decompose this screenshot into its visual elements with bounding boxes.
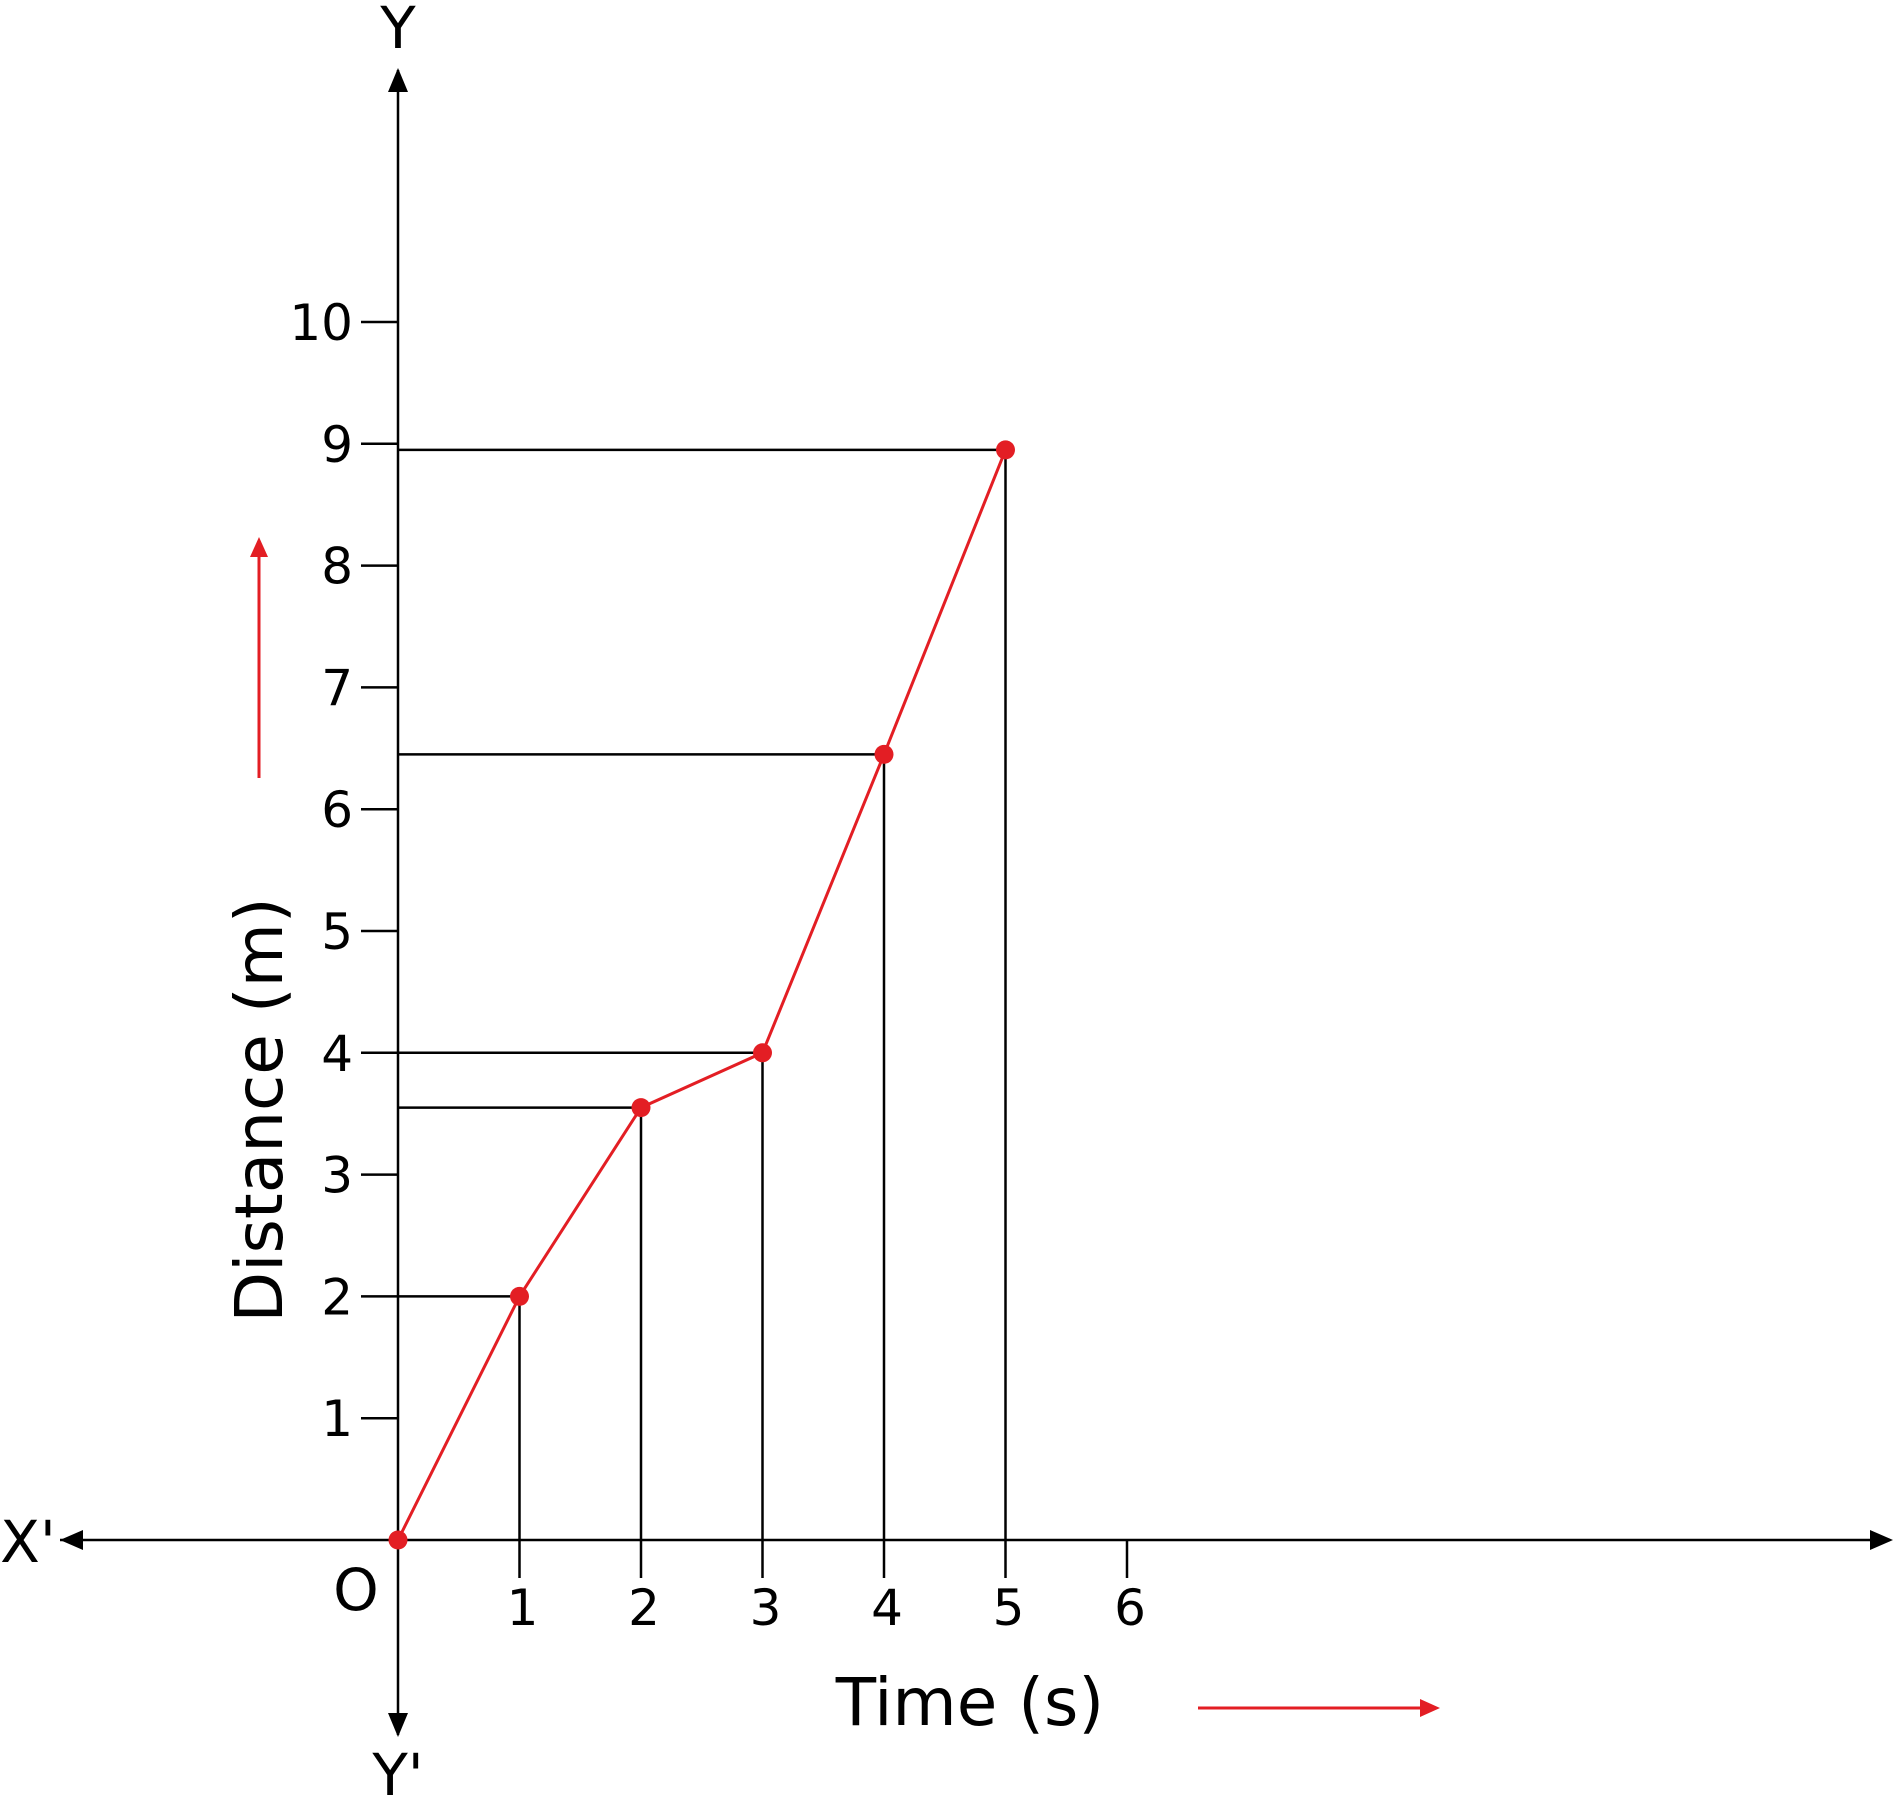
- x-axis-neg-label: X': [0, 1508, 56, 1576]
- y-ticks: 1 2 3 4 5 6 7 8 9 10: [289, 294, 398, 1448]
- data-point: [874, 744, 894, 764]
- y-tick-label: 10: [289, 294, 353, 352]
- y-tick-label: 3: [321, 1147, 353, 1205]
- x-direction-arrow-head: [1420, 1699, 1440, 1717]
- y-direction-arrow-head: [250, 537, 268, 557]
- data-points: [388, 440, 1015, 1550]
- origin-label: O: [333, 1556, 379, 1624]
- x-tick-label: 3: [750, 1579, 782, 1637]
- x-tick-label: 4: [871, 1579, 903, 1637]
- y-axis-arrow-up: [388, 68, 408, 92]
- y-axis-title: Distance (m): [221, 897, 298, 1322]
- x-tick-label: 1: [507, 1579, 539, 1637]
- y-tick-label: 4: [321, 1025, 353, 1083]
- y-axis-arrow-down: [388, 1713, 408, 1737]
- data-point: [753, 1043, 772, 1063]
- x-axis-arrow-right: [1870, 1530, 1893, 1550]
- x-axis-title: Time (s): [835, 1664, 1104, 1741]
- data-point: [996, 440, 1015, 460]
- y-tick-label: 2: [321, 1268, 353, 1326]
- y-tick-label: 1: [321, 1390, 353, 1448]
- y-tick-label: 7: [321, 659, 353, 717]
- y-tick-label: 5: [321, 903, 353, 961]
- guide-lines: [398, 448, 1007, 1540]
- x-ticks: 1 2 3 4 5 6: [507, 1540, 1146, 1637]
- y-tick-label: 9: [321, 416, 353, 474]
- x-axis-arrow-left: [60, 1530, 83, 1550]
- y-tick-label: 8: [321, 538, 353, 596]
- y-axis-end-label: Y: [379, 0, 416, 62]
- data-point: [388, 1530, 408, 1550]
- y-tick-label: 6: [321, 781, 353, 839]
- y-axis-neg-label: Y': [371, 1741, 423, 1800]
- x-tick-label: 5: [993, 1579, 1025, 1637]
- x-tick-label: 6: [1114, 1579, 1146, 1637]
- x-tick-label: 2: [628, 1579, 660, 1637]
- series-line: [396, 449, 1007, 1541]
- data-point: [510, 1286, 529, 1306]
- data-point: [631, 1098, 651, 1118]
